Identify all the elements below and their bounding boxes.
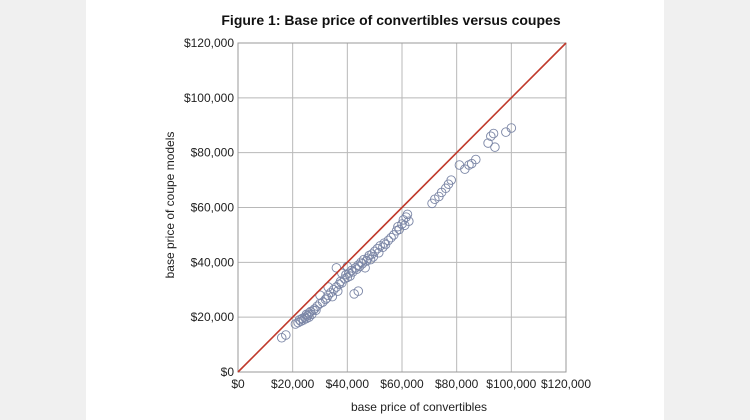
data-point (471, 154, 481, 165)
x-tick-label: $120,000 (541, 377, 591, 391)
data-point (506, 123, 517, 133)
x-tick-label: $80,000 (435, 377, 479, 391)
figure-panel: Figure 1: Base price of convertibles ver… (86, 0, 664, 420)
data-point (446, 175, 456, 185)
data-point (378, 242, 388, 253)
data-point (304, 312, 314, 322)
data-point (383, 235, 394, 246)
tick-label-layer: $0 $20,000 $40,000 $60,000 $80,000 $100,000 $1… (184, 36, 591, 391)
y-tick-label: $80,000 (191, 146, 235, 160)
data-point (372, 243, 383, 254)
data-point (365, 254, 376, 265)
equality-reference-line (237, 42, 567, 373)
scatter-chart: Figure 1: Base price of convertibles ver… (163, 12, 591, 414)
data-point (464, 160, 474, 170)
y-tick-label: $20,000 (191, 310, 235, 324)
y-tick-label: $60,000 (191, 201, 235, 215)
chart-title: Figure 1: Base price of convertibles ver… (221, 12, 560, 28)
data-point (483, 138, 493, 148)
right-margin (664, 0, 750, 420)
x-tick-label: $100,000 (486, 377, 536, 391)
data-point (486, 131, 496, 141)
data-point (328, 285, 339, 295)
data-point (353, 286, 364, 296)
x-tick-label: $0 (231, 377, 245, 391)
data-point (353, 260, 364, 270)
data-point (323, 282, 333, 292)
left-margin (0, 0, 86, 420)
y-tick-label: $40,000 (191, 255, 235, 269)
data-point (315, 290, 325, 300)
data-point (331, 263, 342, 273)
data-point (397, 219, 407, 229)
data-point (294, 315, 305, 325)
data-point (343, 268, 354, 279)
data-point (361, 256, 372, 266)
data-point (337, 268, 347, 279)
y-axis-label: base price of coupe models (163, 132, 177, 279)
data-point (360, 263, 370, 273)
data-point (402, 209, 413, 220)
reference-line-layer (237, 42, 567, 373)
x-axis-label: base price of convertibles (351, 400, 487, 414)
y-tick-label: $120,000 (184, 36, 234, 50)
y-tick-label: $0 (221, 365, 235, 379)
data-point (309, 304, 320, 314)
data-point (369, 246, 380, 257)
data-point (281, 330, 291, 340)
data-point (333, 286, 343, 296)
data-point (354, 261, 365, 272)
data-point (386, 232, 396, 243)
data-point (488, 128, 499, 139)
data-point (311, 305, 321, 316)
x-tick-label: $40,000 (326, 377, 370, 391)
data-point (327, 291, 338, 302)
x-tick-label: $20,000 (271, 377, 315, 391)
data-point (391, 226, 402, 236)
data-point (490, 142, 500, 152)
data-point (334, 279, 344, 290)
plot-frame (237, 42, 567, 373)
data-point (326, 287, 336, 298)
y-tick-label: $100,000 (184, 91, 234, 105)
x-tick-label: $60,000 (380, 377, 424, 391)
data-point (501, 127, 511, 137)
data-point (367, 249, 377, 259)
point-layer (276, 123, 517, 343)
data-point (404, 216, 414, 226)
